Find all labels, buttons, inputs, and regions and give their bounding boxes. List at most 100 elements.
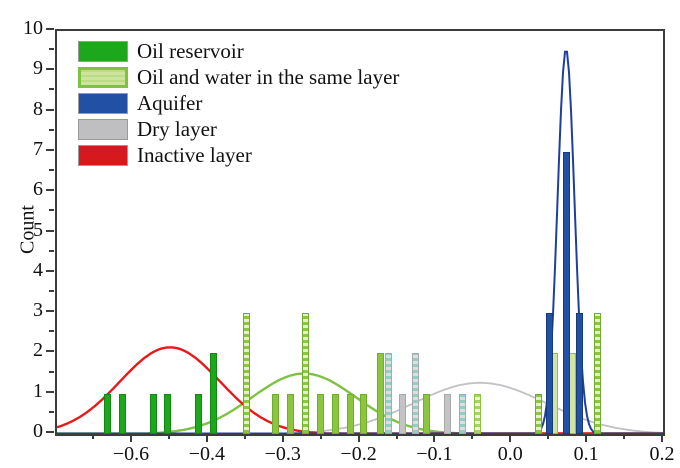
y-tick-label: 10	[23, 17, 43, 39]
bar	[568, 353, 576, 434]
y-tick-label: 9	[33, 57, 43, 80]
bar	[316, 394, 324, 434]
x-major-tick	[281, 434, 284, 442]
x-tick-label: −0.4	[188, 443, 225, 465]
x-major-tick	[357, 434, 360, 442]
y-minor-tick	[49, 169, 54, 172]
bar	[422, 394, 430, 434]
y-major-tick	[46, 68, 54, 71]
bar	[346, 394, 354, 434]
x-tick-label: −0.1	[416, 443, 453, 465]
legend-row-inactive-layer: Inactive layer	[78, 142, 399, 168]
bar	[384, 353, 392, 434]
x-tick-label: −0.6	[112, 443, 150, 465]
legend-label-oil-reservoir: Oil reservoir	[137, 38, 244, 63]
x-tick-label: 0.1	[573, 443, 599, 465]
bar	[242, 313, 250, 434]
bar	[194, 394, 202, 434]
y-major-tick	[46, 28, 54, 30]
legend-label-aquifer: Aquifer	[137, 90, 203, 115]
y-tick-label: 6	[33, 178, 43, 201]
bar	[376, 353, 384, 434]
x-major-tick	[661, 434, 663, 442]
x-minor-tick	[471, 434, 474, 439]
y-minor-tick	[49, 48, 54, 51]
y-tick-label: 2	[33, 339, 43, 362]
y-major-tick	[46, 189, 54, 192]
legend: Oil reservoir Oil and water in the same …	[78, 38, 399, 168]
y-major-tick	[46, 390, 54, 393]
x-minor-tick	[319, 434, 322, 439]
bar	[411, 353, 419, 434]
x-minor-tick	[623, 434, 626, 439]
x-tick-label: 0.2	[649, 443, 675, 465]
legend-swatch-dry-layer	[78, 118, 128, 140]
y-minor-tick	[49, 289, 54, 292]
bar	[593, 313, 601, 434]
legend-label-dry-layer: Dry layer	[137, 116, 217, 141]
y-tick-label: 0	[33, 420, 43, 442]
bar	[301, 313, 309, 434]
bar	[331, 394, 339, 434]
legend-row-dry-layer: Dry layer	[78, 116, 399, 142]
legend-row-oil-reservoir: Oil reservoir	[78, 38, 399, 64]
bar	[359, 394, 367, 434]
bar	[545, 313, 553, 434]
x-minor-tick	[243, 434, 246, 439]
x-major-tick	[585, 434, 588, 442]
bar	[149, 394, 157, 434]
x-tick-label: −0.2	[340, 443, 377, 465]
y-major-tick	[46, 310, 54, 313]
y-minor-tick	[49, 209, 54, 212]
plot-area	[55, 29, 665, 436]
bar	[398, 394, 406, 434]
legend-swatch-oil-reservoir	[78, 40, 128, 62]
x-major-tick	[509, 434, 512, 442]
y-minor-tick	[49, 88, 54, 91]
bar	[103, 394, 111, 434]
y-major-tick	[46, 350, 54, 353]
y-major-tick	[46, 431, 54, 433]
y-major-tick	[46, 269, 54, 272]
x-minor-tick	[395, 434, 398, 439]
y-major-tick	[46, 108, 54, 111]
x-major-tick	[130, 434, 132, 442]
x-minor-tick	[92, 434, 95, 439]
bar	[562, 152, 570, 434]
y-major-tick	[46, 148, 54, 151]
bar	[458, 394, 466, 434]
legend-label-inactive-layer: Inactive layer	[137, 142, 252, 167]
y-tick-label: 5	[33, 218, 43, 241]
legend-swatch-aquifer	[78, 92, 128, 114]
y-minor-tick	[49, 330, 54, 333]
bar	[286, 394, 294, 434]
y-minor-tick	[49, 249, 54, 252]
x-tick-label: 0.0	[497, 443, 523, 465]
legend-swatch-oil-and-water	[78, 66, 128, 88]
x-tick-label: −0.3	[264, 443, 301, 465]
y-minor-tick	[49, 410, 54, 413]
bar	[209, 353, 217, 434]
x-major-tick	[205, 434, 208, 442]
y-tick-label: 7	[33, 137, 43, 160]
x-minor-tick	[547, 434, 550, 439]
bar	[163, 394, 171, 434]
legend-label-oil-and-water: Oil and water in the same layer	[137, 64, 400, 89]
legend-row-aquifer: Aquifer	[78, 90, 399, 116]
y-minor-tick	[49, 128, 54, 131]
bar	[534, 394, 542, 434]
legend-swatch-inactive-layer	[78, 144, 128, 166]
bar	[473, 394, 481, 434]
bar	[575, 313, 583, 434]
legend-row-oil-and-water: Oil and water in the same layer	[78, 64, 399, 90]
bar	[271, 394, 279, 434]
y-tick-label: 4	[33, 258, 43, 281]
y-tick-label: 8	[33, 97, 43, 120]
bar	[118, 394, 126, 434]
y-tick-label: 1	[33, 379, 43, 402]
y-major-tick	[46, 229, 54, 232]
bar	[443, 394, 451, 434]
y-tick-label: 3	[33, 299, 43, 322]
y-minor-tick	[49, 370, 54, 373]
